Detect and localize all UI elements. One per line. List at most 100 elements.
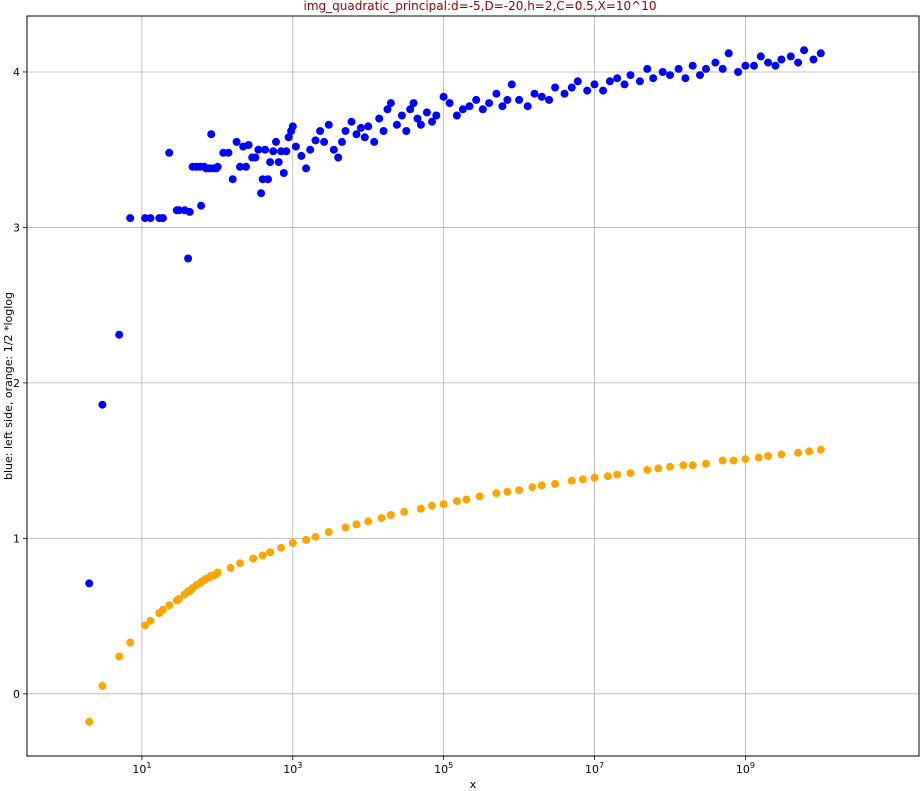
data-point: [288, 122, 297, 131]
data-point: [279, 169, 288, 177]
data-point: [666, 71, 674, 80]
data-point: [729, 456, 738, 465]
data-point: [583, 86, 592, 95]
data-point: [560, 89, 569, 98]
y-tick-label: 0: [13, 688, 20, 701]
data-point: [406, 105, 415, 114]
data-point: [492, 489, 501, 498]
data-point: [551, 83, 560, 92]
data-point: [207, 130, 216, 139]
data-point: [277, 543, 286, 552]
data-point: [115, 652, 124, 661]
data-point: [458, 105, 467, 114]
data-point: [786, 52, 795, 61]
data-point: [251, 153, 260, 162]
data-point: [432, 111, 441, 120]
data-point: [654, 464, 663, 473]
data-point: [439, 92, 448, 101]
data-point: [537, 481, 546, 490]
data-point: [282, 147, 291, 156]
data-point: [175, 206, 183, 215]
data-point: [590, 473, 599, 482]
data-point: [375, 114, 384, 123]
data-point: [392, 120, 401, 129]
data-point: [688, 61, 697, 70]
data-point: [311, 136, 320, 145]
data-point: [397, 111, 406, 120]
data-point: [377, 514, 386, 523]
data-point: [452, 111, 461, 120]
data-point: [537, 92, 546, 101]
data-point: [816, 49, 825, 58]
data-point: [666, 462, 674, 471]
data-point: [718, 64, 727, 73]
data-point: [257, 189, 266, 198]
data-point: [364, 122, 373, 131]
data-point: [794, 58, 803, 67]
data-point: [266, 158, 275, 167]
data-point: [750, 61, 758, 70]
data-point: [503, 95, 512, 104]
data-point: [126, 638, 135, 647]
data-point: [515, 95, 524, 104]
data-point: [741, 455, 750, 464]
y-tick-label: 4: [13, 66, 20, 79]
data-point: [635, 77, 644, 86]
data-point: [472, 95, 481, 104]
data-point: [578, 475, 587, 484]
data-point: [360, 133, 369, 142]
data-point: [573, 77, 582, 86]
data-point: [626, 469, 635, 478]
data-point: [146, 214, 155, 223]
data-point: [197, 201, 206, 210]
data-point: [213, 568, 222, 577]
x-tick-label: 105: [434, 761, 453, 776]
data-point: [724, 49, 733, 58]
data-point: [254, 145, 263, 154]
data-point: [413, 114, 422, 123]
chart-title: img_quadratic_principal:d=-5,D=-20,h=2,C…: [304, 0, 657, 13]
axis-ticks: 101 103 105 107 109 0 1 2 3 4: [13, 66, 755, 776]
data-point: [620, 80, 629, 89]
data-point: [306, 145, 315, 154]
data-point: [261, 145, 270, 154]
data-point: [264, 175, 272, 184]
data-point: [422, 108, 431, 117]
data-point: [478, 105, 487, 114]
data-point: [141, 621, 149, 630]
data-point: [329, 145, 338, 154]
data-point: [311, 532, 320, 541]
y-tick-label: 3: [13, 221, 20, 234]
data-point: [702, 64, 710, 73]
data-point: [777, 55, 786, 64]
data-point: [224, 148, 233, 157]
data-point: [316, 127, 325, 135]
data-point: [272, 137, 280, 146]
data-point: [416, 504, 425, 513]
data-point: [805, 447, 814, 456]
data-point: [356, 123, 365, 132]
data-point: [249, 554, 258, 563]
data-point: [352, 520, 361, 529]
data-point: [688, 461, 697, 470]
data-point: [386, 99, 395, 108]
data-point: [452, 497, 461, 505]
data-point: [409, 99, 418, 108]
data-point: [338, 137, 346, 146]
data-point: [756, 52, 765, 61]
data-point: [386, 511, 395, 519]
data-point: [702, 459, 710, 468]
data-point: [475, 492, 484, 501]
data-point: [515, 486, 524, 495]
data-point: [184, 254, 193, 263]
data-point: [590, 80, 599, 89]
data-point: [158, 605, 167, 614]
data-point: [302, 164, 311, 173]
data-point: [696, 71, 704, 80]
data-point: [126, 214, 135, 223]
data-point: [649, 74, 658, 83]
data-point: [347, 117, 356, 126]
x-tick-label: 103: [283, 761, 302, 776]
data-point: [379, 127, 388, 135]
data-points: [85, 46, 825, 726]
